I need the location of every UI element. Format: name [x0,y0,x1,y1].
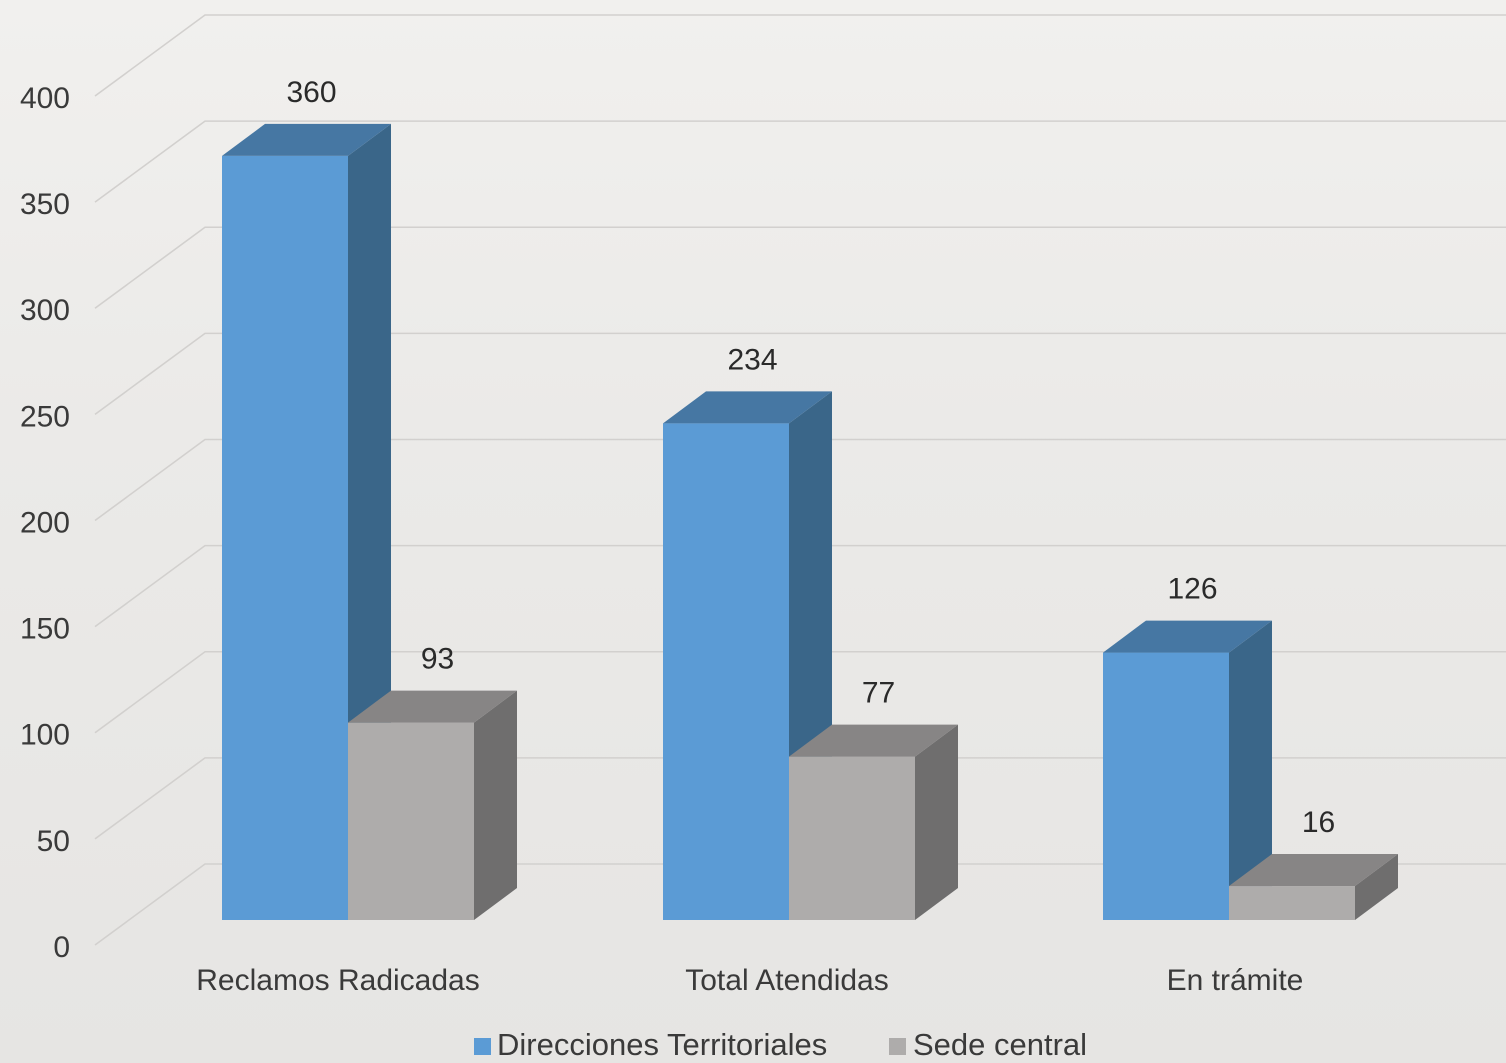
y-tick-label: 350 [20,188,70,221]
legend: Direcciones Territoriales Sede central [474,1027,1087,1062]
category-label: Reclamos Radicadas [196,964,479,997]
y-tick-label: 150 [20,613,70,646]
bar-front [348,722,474,920]
data-label: 77 [862,676,895,709]
bar-side [1355,854,1398,920]
bar-side [915,724,958,920]
category-label: Total Atendidas [685,964,888,997]
y-tick-label: 0 [53,931,70,964]
bar-top [222,123,391,156]
grid-line [94,863,1506,946]
bar-top [1103,620,1272,653]
grid-line [94,14,1506,97]
data-label: 16 [1302,806,1335,839]
y-axis-ticks: 0 50 100 150 200 250 300 350 400 [20,82,70,964]
legend-swatch [474,1038,491,1055]
bars [222,123,1398,921]
bar-top [789,724,958,757]
data-label: 360 [286,76,336,109]
grid-line [94,120,1506,203]
legend-label: Direcciones Territoriales [497,1027,827,1062]
data-label: 93 [421,643,454,676]
bar-top [1229,854,1398,887]
grid-line [94,438,1506,522]
category-labels: Reclamos Radicadas Total Atendidas En trám… [196,964,1303,997]
data-labels: 360 93 234 77 126 16 [286,76,1335,839]
grid-line [94,757,1506,840]
bar-top [348,690,517,723]
category-label: En trámite [1167,964,1304,997]
grid-line [94,226,1506,309]
y-tick-label: 250 [20,400,70,433]
legend-swatch [889,1038,906,1055]
bar-front [222,155,348,920]
bar-front [789,756,915,920]
y-tick-label: 100 [20,719,70,752]
bar-side [474,690,517,920]
y-tick-label: 50 [37,825,70,858]
grid-lines [94,14,1506,946]
grid-line [94,650,1506,734]
bar-top [663,391,832,424]
data-label: 126 [1167,572,1217,605]
data-label: 234 [727,343,777,376]
y-tick-label: 300 [20,294,70,327]
bar-front [1229,886,1355,920]
bar-front [1103,652,1229,920]
grid-line [94,332,1506,416]
grid-line [94,544,1506,628]
legend-label: Sede central [913,1027,1087,1062]
y-tick-label: 200 [20,506,70,539]
bar-front [663,423,789,920]
bar-side [1229,620,1272,920]
y-tick-label: 400 [20,82,70,115]
